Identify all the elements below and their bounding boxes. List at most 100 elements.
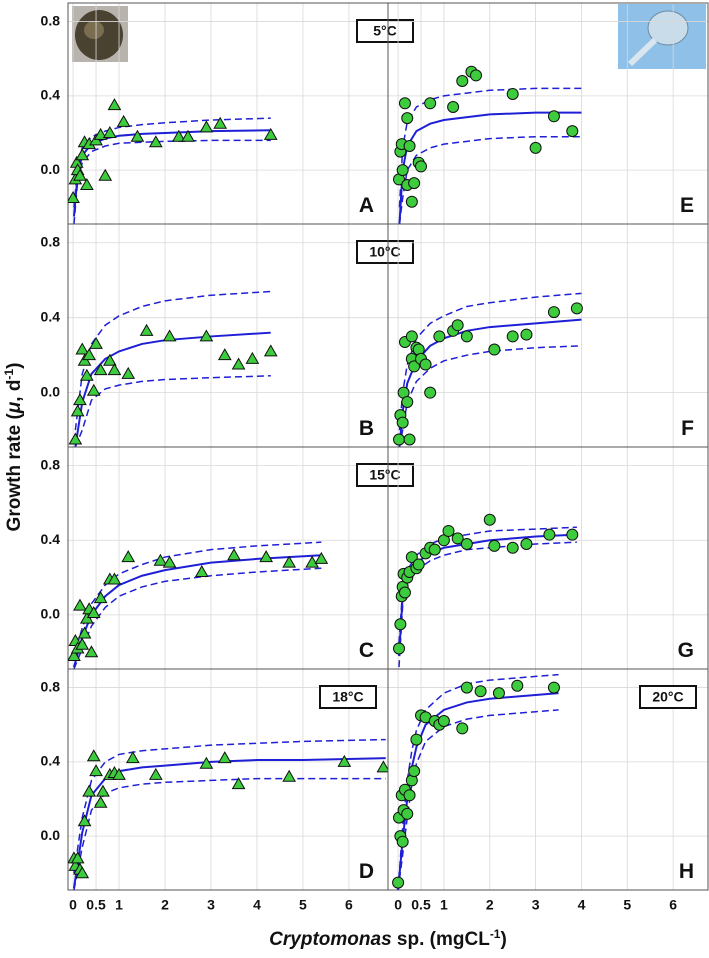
y-tick-label: 0.0 [41, 606, 61, 622]
data-point [520, 538, 533, 551]
data-point [68, 432, 83, 445]
xlabel-part: ) [500, 929, 506, 950]
y-tick-label: 0.8 [41, 233, 61, 249]
x-tick-label: 1 [440, 897, 448, 913]
data-point [403, 140, 416, 152]
panel: 0 0.5 1 2 3 4 5 6H 20°C [387, 668, 709, 913]
fit-line [74, 331, 271, 447]
data-point [199, 329, 214, 342]
y-tick-label: 0.8 [41, 678, 61, 694]
data-point [408, 177, 421, 190]
data-point [410, 733, 423, 746]
data-point [460, 330, 473, 343]
data-point [396, 164, 409, 177]
xlabel: Cryptomonas sp. (mgCL-1) [269, 927, 507, 950]
data-point [437, 715, 450, 727]
data-point [570, 302, 583, 315]
y-tick-label: 0.8 [41, 456, 61, 472]
panel-frame [387, 668, 709, 891]
data-point [405, 551, 418, 564]
data-point [259, 550, 274, 563]
data-point [73, 598, 87, 611]
data-point [405, 195, 418, 208]
annotation-box [639, 685, 697, 709]
data-point [107, 98, 122, 111]
y-tick-label: 0.8 [41, 12, 61, 28]
data-point [75, 342, 90, 355]
data-point [70, 851, 85, 864]
data-point [231, 777, 246, 790]
data-point [68, 190, 80, 203]
panel-frame [67, 446, 389, 670]
confidence-line [398, 135, 582, 224]
data-point [403, 433, 416, 446]
y-tick-label: 0.0 [41, 827, 61, 843]
ylabel-part: μ [4, 401, 25, 414]
data-point [305, 555, 319, 568]
y-tick-label: 0.0 [41, 383, 61, 399]
confidence-line [74, 375, 271, 447]
data-point [403, 789, 416, 802]
data-point [98, 168, 113, 181]
confidence-line [397, 709, 559, 890]
data-point [506, 88, 519, 100]
data-point [529, 141, 542, 154]
panel-letter: B [359, 417, 374, 440]
fit-curves [397, 673, 559, 890]
data-point [245, 351, 260, 364]
confidence-line [397, 673, 559, 890]
annotation: 15°C [369, 467, 400, 483]
fit-line [72, 757, 386, 889]
panel-letter: G [678, 639, 694, 662]
data-point [130, 129, 145, 142]
data-point [121, 550, 136, 563]
data-point [460, 681, 473, 694]
data-point [79, 368, 94, 381]
data-point [424, 386, 437, 399]
fit-curves [73, 541, 322, 669]
y-tick-label: 0.0 [41, 161, 61, 177]
x-tick-label: 2 [486, 897, 494, 913]
ylabel-part: Growth rate ( [4, 413, 25, 532]
inset-photo-rotifer [618, 4, 706, 69]
data-point [428, 543, 441, 556]
data-point [96, 784, 110, 797]
data-point [447, 101, 460, 113]
points [68, 323, 278, 445]
panel-letter: D [359, 860, 374, 883]
x-tick-label: 1 [115, 897, 123, 913]
panel-letter: A [359, 194, 374, 217]
data-point [86, 749, 101, 762]
data-point [419, 358, 432, 371]
data-point [79, 177, 94, 190]
data-point [396, 835, 409, 848]
xlabel-part: Cryptomonas [269, 929, 391, 950]
panel-letter: H [679, 860, 694, 883]
panel: 0.8 0.4 0.0 C 15°C [41, 446, 414, 670]
x-tick-label: 6 [345, 897, 353, 913]
x-tick-label: 3 [532, 897, 540, 913]
xlabel-part: -1 [490, 927, 501, 941]
data-point [488, 343, 501, 356]
data-point [488, 539, 501, 552]
data-point [405, 330, 418, 343]
data-point [181, 129, 195, 142]
data-point [107, 363, 122, 376]
data-point [75, 866, 90, 879]
data-point [506, 541, 519, 554]
inset-photo-ciliate [72, 6, 128, 62]
data-point [433, 330, 446, 343]
fit-line [73, 554, 322, 668]
data-point [112, 767, 126, 780]
data-point [566, 528, 579, 541]
confidence-line [398, 526, 577, 643]
data-point [547, 306, 560, 319]
annotation-box [356, 240, 414, 264]
data-point [73, 168, 87, 181]
data-point [107, 572, 122, 585]
data-point [139, 323, 154, 336]
confidence-line [398, 541, 577, 668]
data-point [401, 807, 414, 820]
confidence-line [73, 139, 271, 224]
data-point [401, 396, 414, 409]
